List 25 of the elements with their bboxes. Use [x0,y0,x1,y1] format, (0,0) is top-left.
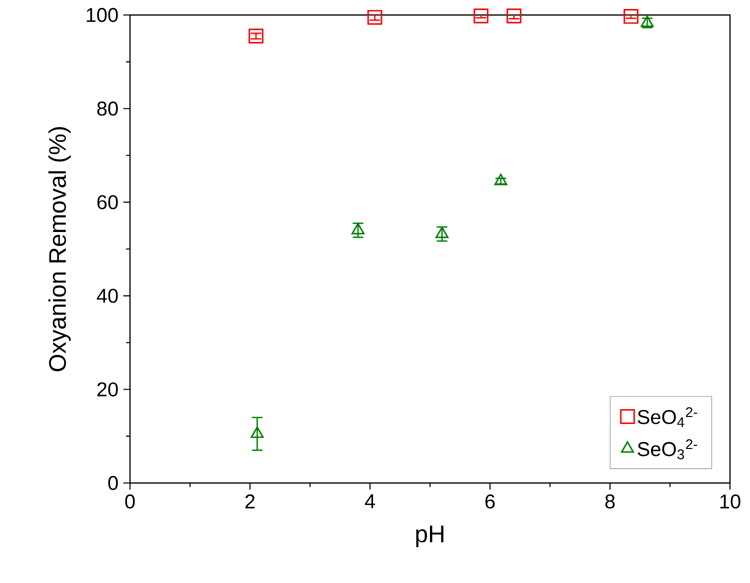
x-tick-label: 8 [605,494,615,509]
point [250,426,264,438]
point [248,28,264,44]
y-tick-label: 80 [97,102,118,116]
x-axis-title: pH [416,526,444,548]
x-tick-label: 10 [720,494,740,509]
point [474,8,488,24]
point [435,226,449,238]
legend-label: SeO$_{3}$2- [638,439,698,460]
y-tick-label: 20 [97,382,118,396]
point [506,8,522,24]
y-tick-label: 0 [108,476,118,490]
point [367,10,382,25]
y-axis-title: Oxyanion Removal (%) [48,127,71,372]
point [494,174,508,186]
x-tick-label: 6 [485,494,495,509]
x-tick-label: 2 [245,494,255,508]
x-tick-label: 0 [125,494,135,509]
point [624,9,638,24]
legend-label: SeO$_{4}$2- [638,407,698,427]
y-tick-label: 40 [96,288,118,303]
y-tick-label: 60 [97,195,118,210]
x-tick-label: 4 [364,494,375,508]
y-tick-label: 100 [86,8,118,22]
point [351,222,365,234]
